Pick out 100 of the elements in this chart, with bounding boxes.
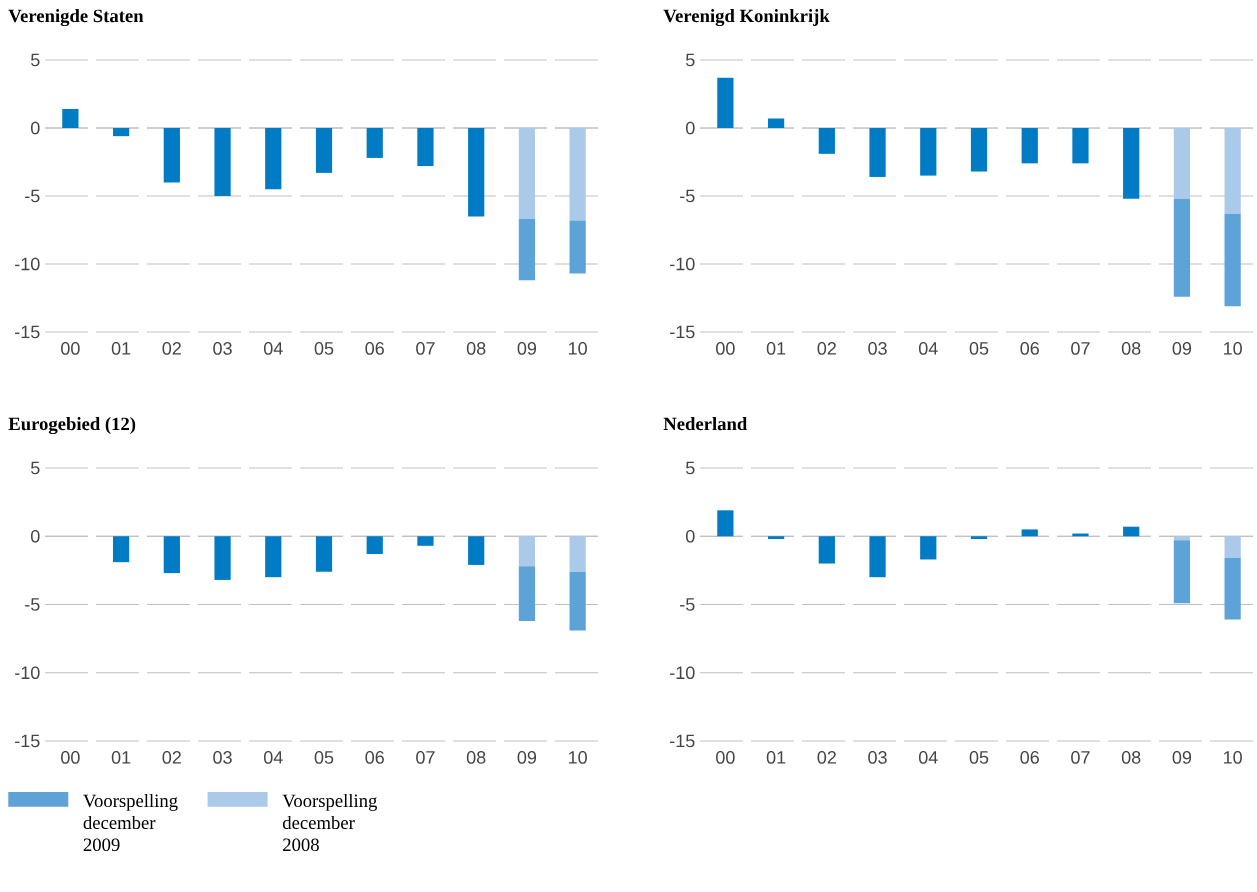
bar bbox=[417, 536, 434, 546]
y-tick-label: -10 bbox=[670, 257, 695, 271]
chart-title: Nederland bbox=[663, 417, 748, 431]
bar bbox=[1021, 529, 1038, 537]
bar bbox=[518, 219, 536, 281]
bar bbox=[315, 536, 333, 572]
y-tick-label: -5 bbox=[25, 189, 40, 203]
y-tick-label: 0 bbox=[31, 121, 40, 135]
x-tick-label: 02 bbox=[817, 342, 836, 355]
x-tick-label: 04 bbox=[263, 751, 283, 764]
x-tick-label: 10 bbox=[569, 751, 587, 764]
bar bbox=[366, 128, 383, 158]
bar bbox=[62, 108, 79, 128]
chart-title: Eurogebied (12) bbox=[8, 417, 136, 435]
bar bbox=[569, 220, 586, 274]
bar bbox=[920, 536, 937, 560]
x-tick-label: 08 bbox=[1121, 751, 1141, 764]
x-tick-label: 06 bbox=[1020, 342, 1039, 355]
y-tick-label: -15 bbox=[670, 325, 695, 339]
bar bbox=[869, 536, 886, 578]
x-tick-label: 05 bbox=[969, 342, 989, 355]
bar bbox=[970, 128, 988, 172]
x-tick-label: 09 bbox=[517, 342, 537, 355]
bar bbox=[163, 128, 180, 183]
bar bbox=[1123, 128, 1140, 199]
x-tick-label: 00 bbox=[61, 342, 80, 355]
bar bbox=[767, 536, 785, 539]
bar bbox=[920, 128, 937, 176]
bar bbox=[518, 536, 536, 567]
bar bbox=[1021, 128, 1038, 164]
bar bbox=[970, 536, 988, 539]
x-tick-label: 02 bbox=[162, 342, 181, 355]
bar bbox=[1224, 213, 1241, 307]
legend-label: Voorspelling december 2009 bbox=[83, 793, 178, 852]
x-tick-label: 01 bbox=[766, 751, 786, 764]
x-tick-label: 00 bbox=[61, 751, 80, 764]
x-tick-label: 02 bbox=[817, 751, 836, 764]
y-tick-label: -15 bbox=[15, 734, 40, 748]
bar bbox=[417, 128, 434, 167]
x-tick-label: 03 bbox=[213, 342, 232, 355]
bar bbox=[569, 571, 586, 631]
bar bbox=[315, 128, 333, 173]
x-tick-label: 10 bbox=[1224, 751, 1242, 764]
bar bbox=[1224, 536, 1241, 559]
x-tick-label: 05 bbox=[969, 751, 989, 764]
bar bbox=[1224, 128, 1241, 214]
bar bbox=[518, 128, 536, 220]
x-tick-label: 04 bbox=[918, 751, 938, 764]
bar bbox=[214, 536, 231, 580]
x-tick-label: 07 bbox=[1071, 751, 1090, 764]
x-tick-label: 03 bbox=[868, 342, 887, 355]
bar bbox=[767, 118, 785, 128]
bar bbox=[1123, 526, 1140, 537]
bar bbox=[1072, 128, 1089, 164]
x-tick-label: 00 bbox=[716, 342, 735, 355]
bar bbox=[869, 128, 886, 177]
x-tick-label: 07 bbox=[416, 342, 435, 355]
x-tick-label: 03 bbox=[868, 751, 887, 764]
x-tick-label: 08 bbox=[1121, 342, 1141, 355]
bar bbox=[163, 536, 180, 574]
bar bbox=[468, 128, 485, 217]
bar bbox=[214, 128, 231, 196]
x-tick-label: 08 bbox=[466, 751, 486, 764]
y-tick-label: 5 bbox=[31, 461, 40, 475]
y-tick-label: 0 bbox=[686, 529, 695, 543]
bar bbox=[717, 77, 734, 128]
bar bbox=[366, 536, 383, 554]
bar bbox=[818, 128, 835, 154]
bar bbox=[569, 128, 586, 221]
y-tick-label: -5 bbox=[680, 598, 695, 611]
x-tick-label: 04 bbox=[263, 342, 283, 355]
x-tick-label: 02 bbox=[162, 751, 181, 764]
y-tick-label: 5 bbox=[686, 53, 695, 67]
bar bbox=[112, 536, 130, 563]
x-tick-label: 08 bbox=[466, 342, 486, 355]
x-tick-label: 09 bbox=[1172, 342, 1192, 355]
y-tick-label: -5 bbox=[680, 189, 695, 203]
x-tick-label: 06 bbox=[1020, 751, 1039, 764]
bar bbox=[265, 536, 282, 578]
bar bbox=[717, 510, 734, 537]
bar bbox=[112, 128, 130, 137]
bar bbox=[1224, 558, 1241, 620]
bar bbox=[468, 536, 485, 565]
x-tick-label: 01 bbox=[111, 751, 131, 764]
bar bbox=[1173, 128, 1191, 199]
x-tick-label: 10 bbox=[1224, 342, 1242, 355]
x-tick-label: 07 bbox=[1071, 342, 1090, 355]
x-tick-label: 09 bbox=[1172, 751, 1192, 764]
bar bbox=[1173, 536, 1191, 541]
x-tick-label: 06 bbox=[365, 342, 384, 355]
bar bbox=[1173, 540, 1191, 604]
y-tick-label: -10 bbox=[15, 257, 40, 271]
x-tick-label: 05 bbox=[314, 342, 334, 355]
y-tick-label: 0 bbox=[686, 121, 695, 135]
y-tick-label: 5 bbox=[686, 461, 695, 475]
x-tick-label: 04 bbox=[918, 342, 938, 355]
x-tick-label: 01 bbox=[766, 342, 786, 355]
x-tick-label: 10 bbox=[569, 342, 587, 355]
bar bbox=[569, 536, 586, 572]
x-tick-label: 00 bbox=[716, 751, 735, 764]
